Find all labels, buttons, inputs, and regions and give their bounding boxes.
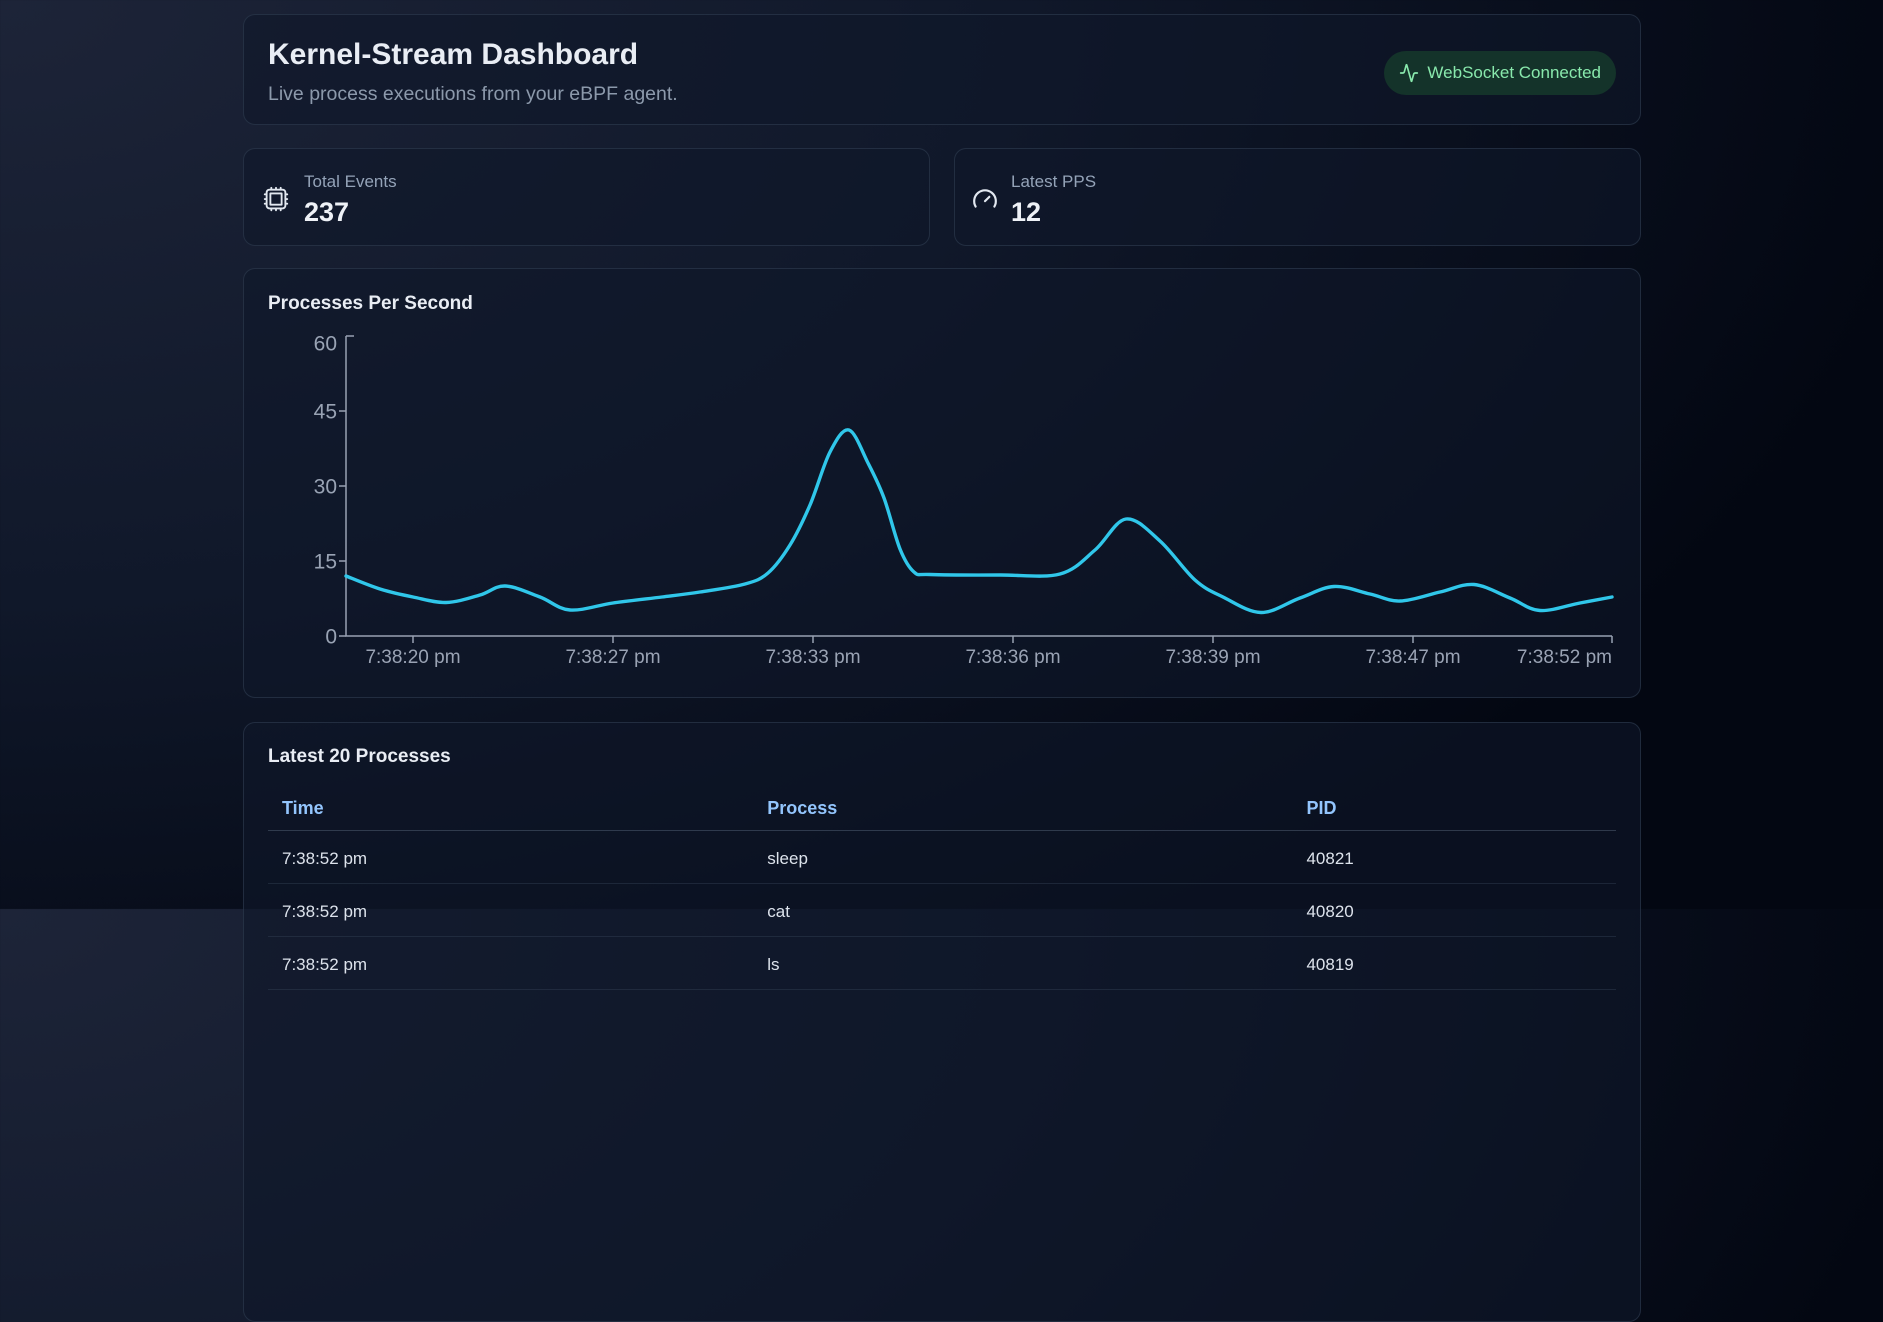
svg-text:15: 15 bbox=[314, 551, 337, 574]
svg-text:7:38:39 pm: 7:38:39 pm bbox=[1165, 647, 1260, 668]
svg-text:7:38:33 pm: 7:38:33 pm bbox=[765, 647, 860, 668]
svg-text:7:38:52 pm: 7:38:52 pm bbox=[1517, 647, 1612, 668]
svg-text:0: 0 bbox=[325, 626, 337, 649]
svg-text:7:38:27 pm: 7:38:27 pm bbox=[565, 647, 660, 668]
svg-text:30: 30 bbox=[314, 476, 337, 499]
svg-text:7:38:36 pm: 7:38:36 pm bbox=[965, 647, 1060, 668]
svg-text:60: 60 bbox=[314, 333, 337, 356]
svg-text:45: 45 bbox=[314, 401, 337, 424]
svg-text:7:38:20 pm: 7:38:20 pm bbox=[365, 647, 460, 668]
svg-text:7:38:47 pm: 7:38:47 pm bbox=[1365, 647, 1460, 668]
